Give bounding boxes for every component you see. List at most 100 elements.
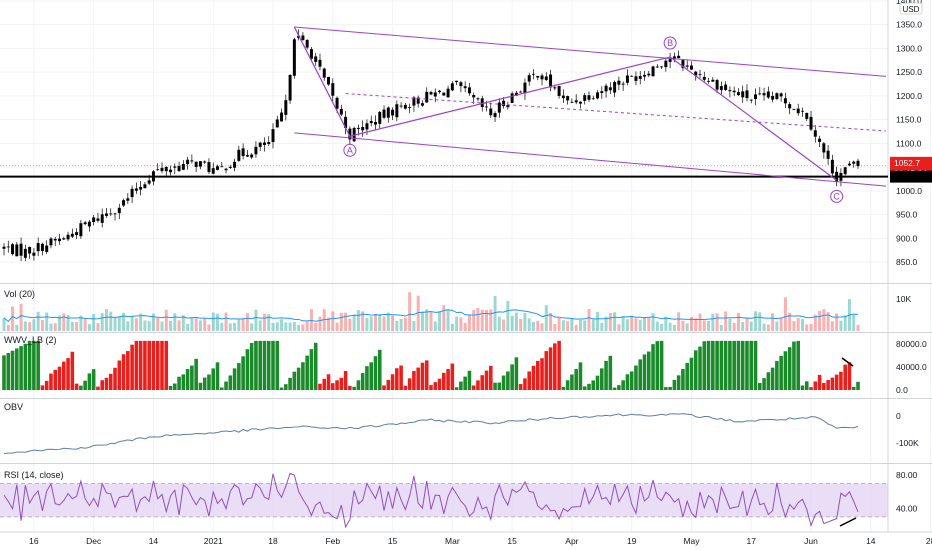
wwv-bar (719, 340, 724, 390)
candle-body (613, 82, 617, 93)
wwv-bar (74, 383, 79, 390)
candle-body (275, 119, 279, 128)
volume-bar (15, 324, 19, 331)
wwv-bar (753, 340, 758, 390)
volume-bar (254, 309, 258, 331)
wwv-bar (356, 380, 361, 390)
wwv-bar (711, 340, 715, 390)
volume-bar (70, 321, 74, 331)
volume-bar (45, 312, 49, 331)
wwv-bar (32, 340, 36, 390)
volume-bar (412, 320, 416, 331)
wwv-bar (318, 383, 322, 390)
candle-body (497, 102, 501, 113)
candle-body (660, 66, 664, 68)
volume-bar (399, 318, 403, 331)
volume-bar (339, 312, 343, 331)
volume-bar (472, 309, 476, 331)
volume-bar (83, 318, 87, 331)
wwv-bar (783, 351, 788, 390)
volume-bar (23, 321, 27, 331)
time-tick: 15 (507, 536, 517, 546)
volume-bar (164, 309, 168, 331)
price-axis[interactable]: 1400.01350.01300.01250.01200.01150.01100… (890, 0, 932, 267)
volume-bar (566, 321, 570, 331)
volume-bar (647, 316, 651, 331)
wwv-bar (407, 378, 412, 390)
volume-bar (207, 324, 211, 331)
time-tick: May (683, 536, 700, 546)
time-tick: Jun (804, 536, 818, 546)
wwv-bar (600, 368, 604, 390)
volume-bar (160, 321, 164, 331)
volume-bar (638, 319, 642, 331)
candle-body (553, 87, 557, 89)
candle-body (698, 74, 702, 76)
volume-bar (694, 318, 698, 331)
time-axis[interactable]: 16 Dec 14 2021 18 Feb 15 Mar 15 Apr 19 May 17 Jun 14 28 (29, 536, 932, 546)
wwv-bar (681, 368, 685, 390)
wwv-bar (241, 356, 245, 390)
rsi-tick: 40.00 (896, 504, 918, 514)
time-tick: Mar (445, 536, 460, 546)
indicator-panels: 10K 80000.0 40000.0 0.0 0 -100K 80.00 40.00 (0, 0, 932, 533)
candle-body (502, 100, 506, 106)
volume-bar (190, 317, 194, 331)
candle-body (707, 80, 711, 82)
volume-bar (527, 318, 531, 331)
candle-body (779, 93, 783, 97)
time-tick: Apr (565, 536, 578, 546)
wwv-bar (369, 362, 374, 390)
candle-body (220, 166, 224, 168)
volume-bar (480, 309, 484, 331)
price-tick: 1250.0 (896, 67, 922, 77)
wwv-bar (160, 340, 164, 390)
candle-body (211, 168, 215, 174)
candle-body (754, 94, 758, 100)
obv-line (3, 413, 859, 455)
volume-bar (425, 309, 429, 331)
volume-bar (570, 318, 574, 331)
candle-body (847, 163, 851, 166)
wwv-tick: 40000.0 (896, 362, 927, 372)
volume-bar (711, 313, 715, 331)
price-tick: 1100.0 (896, 138, 922, 148)
wwv-bar (117, 360, 122, 390)
candle-body (113, 213, 117, 215)
volume-bar (736, 312, 740, 331)
time-tick: 14 (866, 536, 876, 546)
wave-overlay: A B C (293, 26, 887, 203)
candle-body (356, 127, 360, 129)
wwv-bar (79, 385, 83, 390)
wwv-bar (540, 358, 544, 390)
volume-bar (28, 322, 32, 331)
candle-body (386, 107, 390, 118)
volume-bar (305, 321, 309, 331)
volume-bar (147, 321, 151, 331)
candle-body (58, 238, 61, 242)
wwv-bar (642, 354, 647, 390)
wwv-bar (207, 374, 211, 390)
candle-body (728, 90, 732, 92)
volume-bar (485, 309, 488, 331)
candle-body (643, 74, 646, 77)
price-panel[interactable] (0, 29, 888, 262)
obv-tick: 0 (896, 411, 901, 421)
candle-body (724, 84, 728, 90)
candle-body (2, 246, 6, 249)
wave-label-circle (663, 36, 677, 50)
wwv-bar (420, 362, 425, 390)
volume-bar (297, 324, 301, 331)
volume-bar (40, 320, 44, 331)
candle-body (587, 95, 591, 100)
candle-body (711, 79, 715, 82)
volume-bar (318, 316, 322, 331)
volume-bar (420, 311, 424, 331)
volume-bar (467, 314, 471, 331)
wwv-bar (809, 387, 813, 390)
candle-body (604, 85, 608, 92)
wwv-bar (313, 342, 318, 390)
wwv-bar (570, 374, 574, 390)
candle-body (79, 223, 83, 237)
